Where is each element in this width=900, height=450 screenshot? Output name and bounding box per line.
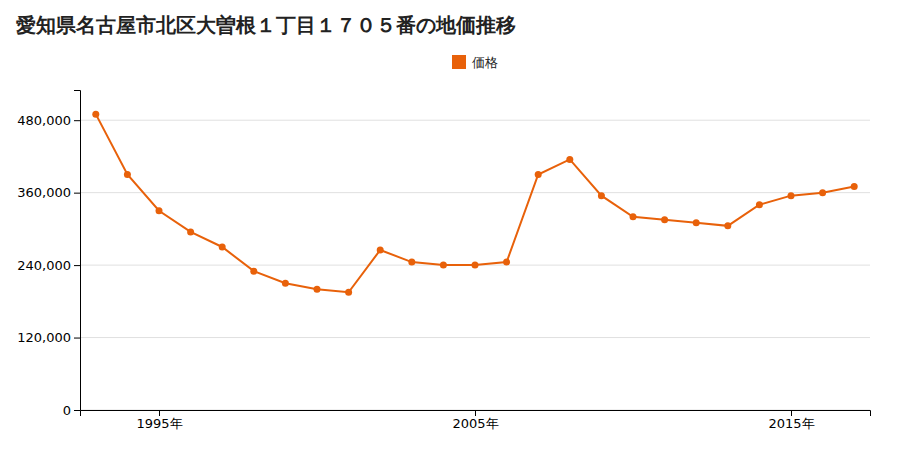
legend-swatch [452, 55, 466, 69]
x-tick: 1995年 [136, 410, 182, 431]
point [282, 280, 289, 287]
legend-label: 価格 [472, 55, 498, 70]
grid-line [80, 192, 870, 193]
y-tick-mark [74, 410, 80, 411]
x-tick-label: 2005年 [452, 416, 498, 431]
point [345, 289, 352, 296]
point [156, 207, 163, 214]
point [788, 192, 795, 199]
point [535, 171, 542, 178]
grid-line [80, 120, 870, 121]
x-axis-line [81, 411, 871, 417]
point [440, 262, 447, 269]
point [503, 259, 510, 266]
y-tick: 0 [63, 403, 80, 418]
plot-area: 1995年 2005年 2015年 0 120,000 240,000 360,000 480… [17, 91, 870, 432]
point [661, 216, 668, 223]
point [187, 228, 194, 235]
legend: 価格 [452, 55, 498, 70]
y-tick-label: 240,000 [17, 258, 71, 273]
y-tick: 240,000 [17, 258, 80, 273]
point [314, 286, 321, 293]
point [630, 213, 637, 220]
point [693, 219, 700, 226]
y-tick-mark [74, 265, 80, 266]
point [851, 183, 858, 190]
x-axis: 1995年 2005年 2015年 [81, 410, 871, 431]
y-tick-mark [74, 193, 80, 194]
y-axis: 0 120,000 240,000 360,000 480,000 [17, 91, 80, 418]
marks [92, 111, 857, 296]
point [250, 268, 257, 275]
point [219, 243, 226, 250]
point [124, 171, 131, 178]
y-tick: 360,000 [17, 185, 80, 200]
y-tick: 120,000 [17, 330, 80, 345]
line [96, 114, 854, 292]
point [92, 111, 99, 118]
title: 愛知県名古屋市北区大曽根１丁目１７０５番の地価推移 [16, 13, 516, 37]
x-tick-mark [475, 410, 476, 416]
grid [80, 120, 870, 410]
y-tick-mark [74, 120, 80, 121]
x-tick: 2015年 [768, 410, 814, 431]
point [377, 247, 384, 254]
y-tick-label: 120,000 [17, 330, 71, 345]
x-tick: 2005年 [452, 410, 498, 431]
point [566, 156, 573, 163]
y-tick: 480,000 [17, 113, 80, 128]
y-tick-label: 0 [63, 403, 71, 418]
x-tick-mark [159, 410, 160, 416]
y-tick-label: 480,000 [17, 113, 71, 128]
point [472, 262, 479, 269]
point [819, 189, 826, 196]
grid-line [80, 337, 870, 338]
point [756, 201, 763, 208]
y-axis-line [74, 91, 81, 411]
point [724, 222, 731, 229]
x-tick-label: 1995年 [136, 416, 182, 431]
point [598, 192, 605, 199]
chart: 愛知県名古屋市北区大曽根１丁目１７０５番の地価推移 1995年 2005年 2015年… [0, 0, 900, 450]
legend-item: 価格 [452, 55, 498, 70]
x-tick-mark [791, 410, 792, 416]
point [408, 259, 415, 266]
y-tick-mark [74, 338, 80, 339]
y-tick-label: 360,000 [17, 185, 71, 200]
x-tick-label: 2015年 [768, 416, 814, 431]
